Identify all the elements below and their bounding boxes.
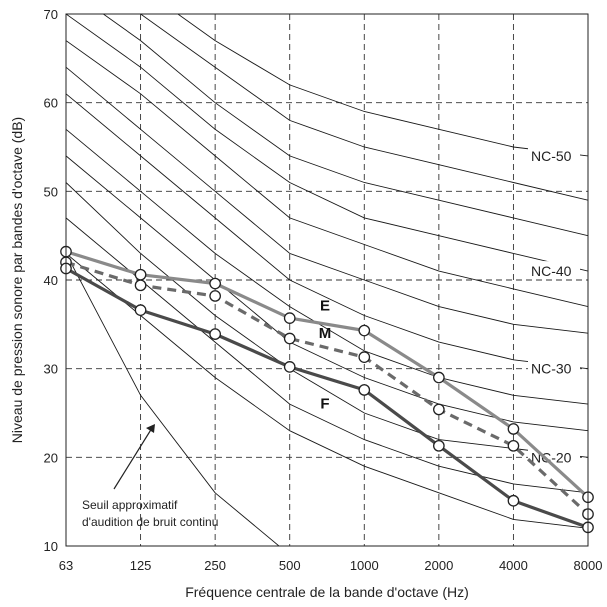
annotation-arrowhead (146, 424, 155, 433)
series-point-F (209, 328, 221, 340)
nc-curve (102, 14, 588, 237)
series-point-E (507, 423, 520, 435)
x-tick-label: 250 (204, 558, 226, 573)
nc-label: NC-40 (531, 263, 572, 279)
y-tick-label: 20 (44, 450, 58, 465)
nc-curve (66, 93, 588, 370)
nc-label-background (528, 447, 580, 465)
x-tick-labels: 63 125 250 500 1000 2000 4000 8000 (59, 558, 603, 573)
annotation-line-2: d'audition de bruit continu (82, 515, 218, 529)
y-tick-label: 30 (44, 362, 58, 377)
series-label-E: E (320, 297, 330, 314)
nc-curve (66, 253, 588, 529)
series-line-E (65, 250, 590, 499)
series-point-E (433, 371, 445, 384)
series-point-E (134, 268, 147, 281)
y-tick-label: 60 (44, 96, 58, 111)
nc-label: NC-30 (531, 361, 572, 377)
nc-curve (66, 182, 588, 458)
y-tick-label: 50 (44, 184, 58, 199)
x-tick-label: 63 (59, 558, 73, 573)
series-point-F (433, 439, 445, 452)
x-tick-label: 125 (130, 558, 152, 573)
y-tick-label: 70 (44, 7, 58, 22)
threshold-curve (66, 253, 280, 546)
series-point-M (358, 351, 371, 363)
y-tick-label: 10 (44, 539, 58, 554)
series-labels: EM F (319, 297, 332, 412)
series-point-F (358, 384, 371, 396)
annotation-arrow-line (113, 427, 153, 490)
x-tick-label: 8000 (574, 558, 603, 573)
series-point-F (134, 304, 147, 316)
plot-frame (65, 13, 589, 547)
x-axis-title: Fréquence centrale de la bande d'octave … (185, 584, 469, 600)
series-point-M (134, 279, 147, 292)
series-line-F (65, 267, 589, 529)
x-tick-label: 4000 (499, 558, 528, 573)
y-axis-title: Niveau de pression sonore par bandes d'o… (9, 117, 25, 443)
series-label-M: M (319, 325, 332, 342)
threshold-line (66, 253, 280, 546)
nc-curves (66, 14, 588, 529)
nc-curve (66, 66, 588, 334)
nc-curve (66, 128, 588, 405)
series-point-F (507, 494, 520, 507)
nc-label-background (528, 145, 580, 163)
x-tick-label: 500 (279, 558, 301, 573)
nc-curve (66, 217, 588, 494)
x-tick-label: 1000 (350, 558, 379, 573)
nc-curve (177, 14, 588, 157)
threshold-annotation: Seuil approximatif d'audition de bruit c… (82, 424, 218, 529)
y-tick-label: 40 (44, 273, 58, 288)
nc-label-background (528, 358, 580, 376)
y-tick-labels: 10 20 30 40 50 60 70 (44, 7, 58, 554)
series-point-E (209, 277, 221, 290)
nc-label: NC-50 (531, 148, 572, 164)
nc-curve (66, 40, 588, 308)
nc-curve (66, 14, 588, 272)
x-tick-label: 2000 (424, 558, 453, 573)
series-point-F (283, 361, 296, 373)
nc-curve (139, 14, 588, 201)
series-point-M (433, 403, 445, 416)
nc-label-background (528, 261, 580, 279)
series-point-M (283, 332, 296, 345)
series-line-M (65, 260, 590, 516)
series-point-E (283, 312, 296, 324)
annotation-line-1: Seuil approximatif (82, 498, 178, 512)
series-point-M (507, 439, 520, 452)
series-point-E (358, 324, 371, 337)
series (60, 245, 594, 534)
series-label-F: F (320, 395, 329, 412)
series-point-M (209, 290, 221, 302)
